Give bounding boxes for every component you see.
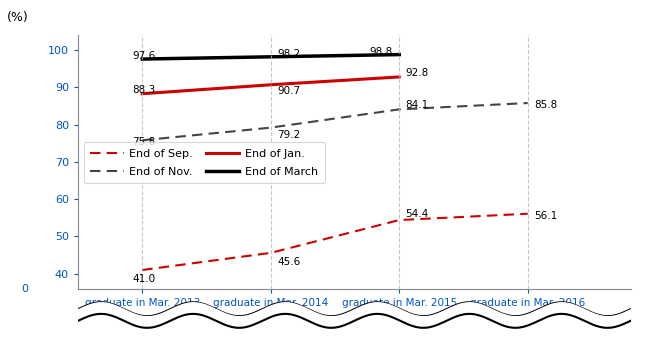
Text: 0: 0: [21, 284, 29, 294]
Text: 56.1: 56.1: [534, 210, 558, 221]
Text: 98.2: 98.2: [277, 49, 300, 59]
Text: 97.6: 97.6: [132, 51, 155, 61]
Text: 79.2: 79.2: [277, 130, 300, 140]
Text: 75.8: 75.8: [132, 137, 155, 147]
Text: 90.7: 90.7: [277, 87, 300, 96]
Text: 54.4: 54.4: [406, 209, 429, 219]
Text: (%): (%): [6, 11, 28, 24]
Text: 88.3: 88.3: [132, 85, 155, 95]
Text: 84.1: 84.1: [406, 100, 429, 110]
Text: 98.8: 98.8: [370, 46, 393, 57]
Text: 45.6: 45.6: [277, 257, 300, 267]
Text: 41.0: 41.0: [132, 274, 155, 284]
Text: 85.8: 85.8: [534, 100, 558, 110]
Legend: End of Sep., End of Nov., End of Jan., End of March: End of Sep., End of Nov., End of Jan., E…: [84, 142, 325, 183]
Text: 92.8: 92.8: [406, 68, 429, 78]
